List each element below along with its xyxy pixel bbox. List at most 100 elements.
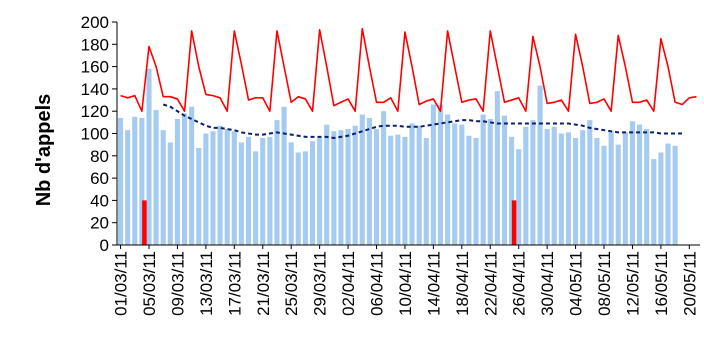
y-axis: 0 20 40 60 80 100 120 140 160 180 200 [81,13,117,255]
x-tick-label: 12/05/11 [623,251,642,316]
x-tick-label: 09/03/11 [168,251,187,316]
bar [196,147,202,245]
bar [174,119,180,245]
bar [423,137,429,245]
bar [181,113,188,246]
bar [608,131,614,245]
bar [437,104,444,245]
bar [487,119,493,245]
y-tick-label: 100 [81,125,109,144]
bar [139,117,145,245]
bar [509,136,515,245]
bar [544,129,550,245]
y-tick-label: 140 [81,80,109,99]
x-tick-label: 02/04/11 [339,251,358,316]
bar [430,104,436,245]
marker-bar [511,200,517,245]
marker-series [142,200,517,245]
x-tick-label: 25/03/11 [282,251,301,316]
bar-series [117,68,678,246]
red-line [120,27,697,112]
bar [331,131,337,245]
x-tick-label: 21/03/11 [254,251,273,316]
bar [473,137,479,245]
y-axis-label: Nb d'appels [33,94,55,207]
bar [267,136,273,245]
bar [580,130,586,245]
axes [116,22,700,246]
x-tick-label: 01/03/11 [112,251,131,316]
bar [459,124,465,245]
bar [146,68,152,245]
bar [402,136,408,245]
bar [245,136,252,245]
y-tick-label: 180 [81,35,109,54]
marker-bar [142,200,147,245]
x-tick-label: 20/05/11 [680,251,699,316]
bar [153,110,159,246]
bar [658,152,664,245]
y-tick-label: 60 [90,169,109,188]
bar [494,91,500,245]
bar [253,151,259,245]
bar [395,134,401,245]
x-tick-label: 06/04/11 [368,251,387,316]
bar [665,143,671,245]
bar [338,130,344,245]
x-tick-label: 26/04/11 [510,251,529,316]
bar [309,141,316,245]
bar [452,123,458,245]
x-tick-label: 04/05/11 [567,251,586,316]
x-tick-label: 29/03/11 [311,251,330,316]
x-tick-label: 10/04/11 [396,251,415,316]
bar [466,135,472,245]
bar [594,137,600,245]
x-tick-label: 17/03/11 [225,251,244,316]
bar [501,115,508,245]
y-tick-label: 0 [100,236,109,255]
line-series [120,27,697,139]
bar [637,124,643,245]
bar [615,144,621,245]
bar [388,135,394,245]
bar [295,152,301,245]
bar [373,129,380,245]
bar [117,117,124,245]
bar [565,132,572,245]
y-tick-label: 20 [90,214,109,233]
y-tick-label: 80 [90,147,109,166]
bar [672,145,678,245]
bar [302,151,308,245]
bar [523,126,529,245]
bar [480,114,486,245]
bar [622,132,628,245]
x-tick-label: 05/03/11 [140,251,159,316]
bar [558,133,564,245]
y-tick-label: 160 [81,58,109,77]
bar [210,131,216,245]
y-tick-label: 200 [81,13,109,32]
bar [651,159,657,245]
x-tick-label: 14/04/11 [424,251,443,316]
bar [238,142,244,245]
bar [288,142,294,245]
x-tick-label: 08/05/11 [595,251,614,316]
bar [445,114,451,245]
bar [409,123,415,245]
dashed-trend-line [162,103,683,139]
bar [381,111,387,245]
x-tick-label: 13/03/11 [197,251,216,316]
bar [260,137,266,245]
bar [167,142,173,245]
bar [366,117,372,245]
bar [345,129,351,245]
bar [359,114,365,245]
bar [551,126,557,245]
bar [644,129,650,245]
bar [537,85,543,246]
x-tick-label: 30/04/11 [538,251,557,316]
y-tick-label: 40 [90,191,109,210]
bar [160,130,166,245]
y-tick-label: 120 [81,102,109,121]
